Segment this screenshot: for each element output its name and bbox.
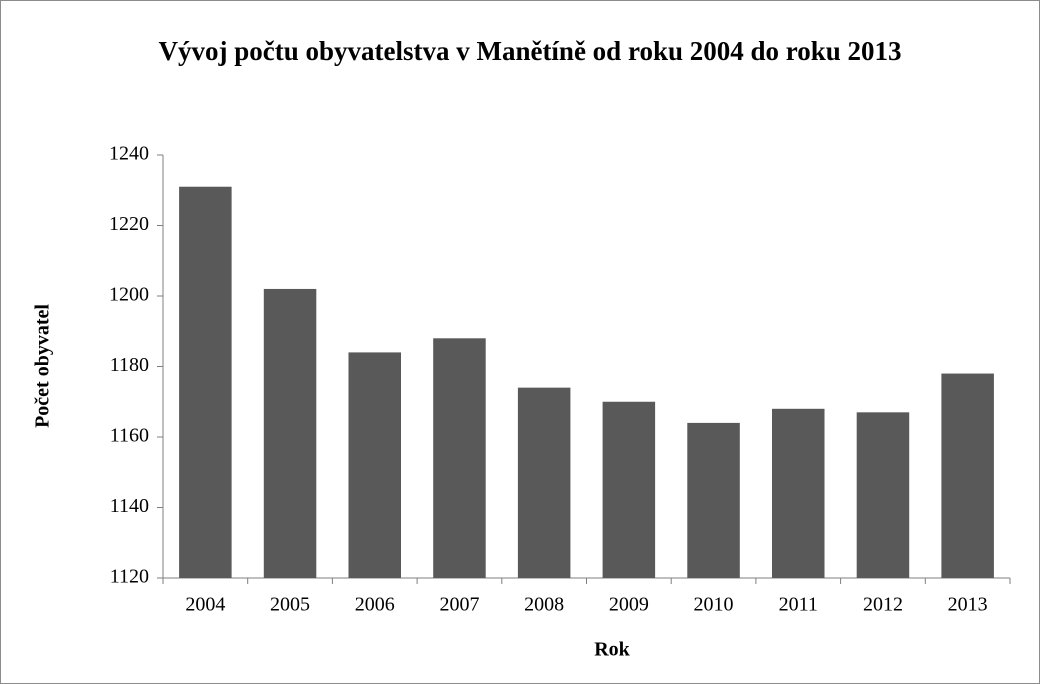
x-tick-label: 2007: [439, 594, 479, 616]
x-tick-label: 2013: [948, 594, 988, 616]
y-tick-label: 1220: [109, 213, 149, 235]
y-tick-label: 1180: [110, 354, 149, 376]
y-tick-label: 1140: [110, 495, 149, 517]
y-tick-label: 1200: [109, 284, 149, 306]
y-tick-label: 1240: [109, 143, 149, 165]
bar: [179, 186, 232, 578]
bar: [433, 338, 486, 578]
y-tick-label: 1160: [110, 425, 149, 447]
bar: [941, 373, 994, 578]
y-tick-label: 1120: [110, 566, 149, 588]
y-axis-label: Počet obyvatel: [32, 304, 54, 428]
chart-title: Vývoj počtu obyvatelstva v Manětíně od r…: [158, 36, 902, 66]
bar: [263, 288, 317, 578]
x-tick-label: 2010: [694, 594, 734, 616]
bar: [856, 412, 910, 578]
bar: [517, 387, 571, 578]
x-tick-label: 2004: [185, 594, 225, 616]
x-tick-label: 2006: [355, 594, 395, 616]
x-tick-label: 2009: [609, 594, 649, 616]
bar: [771, 408, 825, 578]
x-axis-label: Rok: [594, 639, 630, 661]
bar: [687, 422, 740, 578]
x-tick-label: 2008: [524, 594, 564, 616]
x-tick-label: 2011: [779, 594, 818, 616]
bar: [602, 401, 656, 578]
x-tick-label: 2012: [863, 594, 903, 616]
bar: [348, 352, 402, 578]
x-tick-label: 2005: [270, 594, 310, 616]
